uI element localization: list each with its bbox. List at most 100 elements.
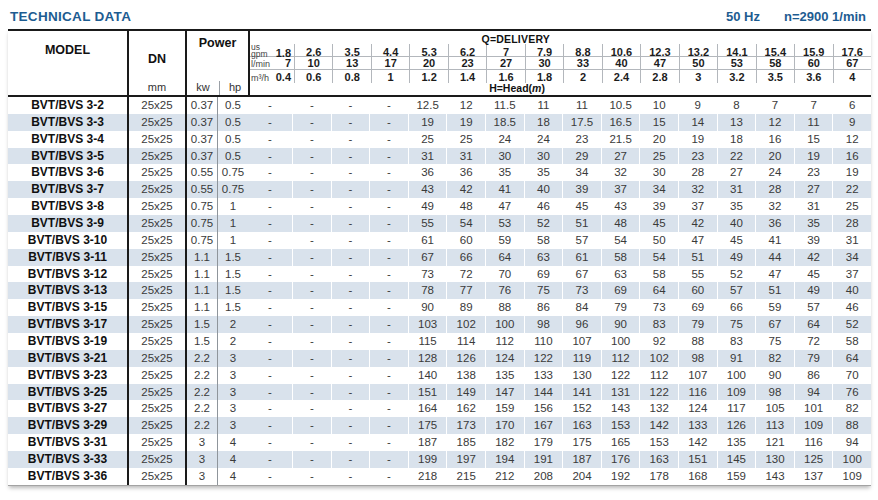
head-value-cell: 34: [639, 181, 678, 198]
head-value-cell: 47: [755, 266, 794, 283]
head-value-cell: 61: [408, 232, 447, 249]
hp-cell: 0.75: [217, 181, 248, 198]
technical-data-table: MODEL DN mm Power kw hp Q=DELIVERY usgpm…: [8, 29, 871, 486]
head-value-cell: 98: [524, 316, 563, 333]
dn-cell: 25x25: [127, 131, 185, 148]
head-value-cell: 144: [524, 384, 563, 401]
table-row: BVT/BVS 3-2525x252.23----151149147144141…: [8, 384, 871, 401]
dn-cell: 25x25: [127, 114, 185, 131]
head-value-cell: 122: [639, 384, 678, 401]
head-value-cell: 27: [717, 164, 756, 181]
power-label: Power: [187, 36, 248, 50]
head-value-cell: 116: [678, 384, 717, 401]
model-column-header: MODEL: [8, 31, 127, 95]
head-value-cell: 212: [485, 468, 524, 485]
hp-cell: 2: [217, 316, 248, 333]
dn-cell: 25x25: [127, 266, 185, 283]
head-value-cell: 73: [562, 282, 601, 299]
head-value-cell: -: [369, 215, 408, 232]
head-value-cell: 64: [832, 350, 871, 367]
head-value-cell: 142: [678, 434, 717, 451]
head-value-cell: 16: [755, 131, 794, 148]
dn-cell: 25x25: [127, 434, 185, 451]
dn-cell: 25x25: [127, 181, 185, 198]
head-value-cell: 19: [446, 114, 485, 131]
head-value-cell: 124: [485, 350, 524, 367]
head-value-cell: 27: [601, 148, 640, 165]
head-value-cell: -: [369, 350, 408, 367]
kw-cell: 1.5: [185, 316, 217, 333]
head-value-cell: -: [292, 97, 331, 114]
head-value-cell: 124: [678, 400, 717, 417]
head-value-cell: 67: [755, 316, 794, 333]
head-value-cell: 11: [562, 97, 601, 114]
head-value-cell: 37: [832, 266, 871, 283]
head-value-cell: -: [331, 114, 370, 131]
head-value-cell: 35: [524, 164, 563, 181]
head-value-cell: -: [248, 367, 292, 384]
table-row: BVT/BVS 3-1925x251.52----115114112110107…: [8, 333, 871, 350]
delivery-title: Q=DELIVERY: [482, 33, 550, 45]
head-value-cell: 34: [562, 164, 601, 181]
head-value-cell: -: [369, 131, 408, 148]
head-value-cell: 53: [485, 215, 524, 232]
delivery-value: 4: [833, 70, 871, 83]
hp-cell: 2: [217, 333, 248, 350]
kw-cell: 3: [185, 451, 217, 468]
head-value-cell: -: [248, 451, 292, 468]
head-value-cell: 69: [678, 299, 717, 316]
head-value-cell: 72: [446, 266, 485, 283]
delivery-value: 2.4: [602, 70, 640, 83]
head-value-cell: 103: [408, 316, 447, 333]
model-cell: BVT/BVS 3-33: [8, 451, 127, 468]
head-value-cell: 25: [446, 131, 485, 148]
head-value-cell: 27: [794, 181, 833, 198]
head-value-cell: -: [248, 114, 292, 131]
head-value-cell: 121: [755, 434, 794, 451]
head-value-cell: -: [331, 181, 370, 198]
head-value-cell: -: [369, 198, 408, 215]
head-value-cell: -: [248, 384, 292, 401]
head-value-cell: 49: [717, 249, 756, 266]
hp-cell: 1.5: [217, 282, 248, 299]
delivery-value: 60: [794, 57, 832, 69]
delivery-value: 0.4: [276, 71, 291, 83]
head-value-cell: 215: [446, 468, 485, 485]
dn-cell: 25x25: [127, 198, 185, 215]
model-cell: BVT/BVS 3-3: [8, 114, 127, 131]
head-value-cell: -: [369, 451, 408, 468]
head-value-cell: 19: [408, 114, 447, 131]
head-value-cell: 153: [639, 434, 678, 451]
model-cell: BVT/BVS 3-31: [8, 434, 127, 451]
delivery-value: 1.2: [409, 70, 447, 83]
head-value-cell: 9: [832, 114, 871, 131]
model-cell: BVT/BVS 3-9: [8, 215, 127, 232]
head-value-cell: 39: [794, 232, 833, 249]
head-value-cell: 61: [562, 249, 601, 266]
head-value-cell: -: [248, 316, 292, 333]
head-value-cell: 12: [446, 97, 485, 114]
head-value-cell: 23: [794, 164, 833, 181]
kw-cell: 0.75: [185, 232, 217, 249]
head-value-cell: -: [248, 131, 292, 148]
kw-cell: 1.1: [185, 249, 217, 266]
head-value-cell: 51: [678, 249, 717, 266]
table-row: BVT/BVS 3-225x250.370.5----12.51211.5111…: [8, 97, 871, 114]
head-value-cell: 29: [562, 148, 601, 165]
model-cell: BVT/BVS 3-11: [8, 249, 127, 266]
head-value-cell: 11: [794, 114, 833, 131]
head-value-cell: 159: [485, 400, 524, 417]
head-value-cell: 89: [446, 299, 485, 316]
delivery-value: 50: [679, 57, 717, 69]
head-value-cell: 60: [446, 232, 485, 249]
head-value-cell: 57: [794, 299, 833, 316]
table-row: BVT/BVS 3-825x250.751----494847464543393…: [8, 198, 871, 215]
head-value-cell: 60: [678, 282, 717, 299]
head-value-cell: -: [292, 114, 331, 131]
head-value-cell: 72: [794, 333, 833, 350]
head-value-cell: -: [248, 215, 292, 232]
head-value-cell: 41: [755, 232, 794, 249]
head-value-cell: 37: [678, 198, 717, 215]
page-title: TECHNICAL DATA: [10, 9, 131, 24]
head-value-cell: 112: [639, 367, 678, 384]
